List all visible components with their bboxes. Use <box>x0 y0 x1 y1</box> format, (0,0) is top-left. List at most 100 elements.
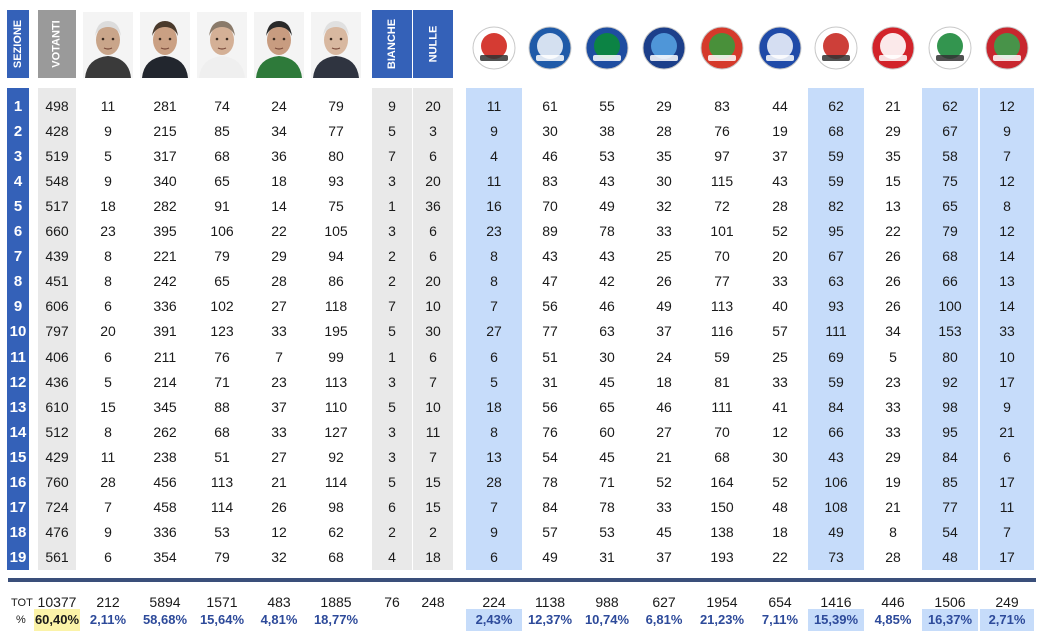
candidate-votes-cell: 32 <box>271 549 287 566</box>
list-votes-cell: 12 <box>772 423 788 440</box>
list-votes-cell: 54 <box>942 524 958 541</box>
bianche-cell: 3 <box>388 172 396 189</box>
candidate-total: 1571 <box>206 594 238 610</box>
list-votes-cell: 100 <box>938 298 962 315</box>
list-votes-cell: 84 <box>542 499 558 516</box>
list-votes-cell: 28 <box>486 474 502 490</box>
list-votes-cell: 73 <box>828 549 844 566</box>
section-number: 4 <box>13 172 23 190</box>
candidate-votes-cell: 127 <box>324 423 348 440</box>
candidate-votes-cell: 20 <box>100 323 116 340</box>
candidate-votes-cell: 11 <box>100 97 116 114</box>
candidate-portrait-2 <box>140 12 190 78</box>
list-votes-cell: 43 <box>599 172 615 189</box>
list-votes-cell: 84 <box>828 398 844 415</box>
candidate-votes-cell: 114 <box>324 474 348 490</box>
list-total: 1954 <box>706 594 738 610</box>
list-votes-cell: 28 <box>772 197 788 214</box>
tolentino-in-comune-logo-icon <box>871 26 915 70</box>
list-votes-cell: 78 <box>599 499 615 516</box>
candidate-total: 212 <box>96 594 120 610</box>
list-votes-cell: 18 <box>486 398 502 415</box>
candidate-votes-cell: 340 <box>153 172 177 189</box>
candidate-votes-cell: 23 <box>271 373 287 390</box>
section-number: 12 <box>9 373 27 391</box>
list-votes-cell: 8 <box>1003 197 1011 214</box>
list-total: 1138 <box>534 594 566 610</box>
bianche-cell: 3 <box>388 223 396 239</box>
list-votes-cell: 41 <box>772 398 788 415</box>
bianche-cell: 2 <box>388 524 396 541</box>
nulle-cell: 18 <box>425 549 441 566</box>
list-votes-cell: 49 <box>656 298 672 315</box>
candidate-votes-cell: 33 <box>271 423 287 440</box>
list-votes-cell: 61 <box>542 97 558 114</box>
list-votes-cell: 28 <box>656 122 672 139</box>
list-votes-cell: 57 <box>542 524 558 541</box>
list-votes-cell: 83 <box>714 97 730 114</box>
affluenza-percent: 60,40% <box>34 612 80 627</box>
list-votes-cell: 9 <box>490 122 498 139</box>
bianche-cell: 7 <box>388 298 396 315</box>
candidate-percent: 4,81% <box>260 612 298 627</box>
list-votes-cell: 8 <box>490 273 498 290</box>
candidate-votes-cell: 118 <box>324 298 348 315</box>
candidate-votes-cell: 79 <box>214 549 230 566</box>
list-votes-cell: 31 <box>542 373 558 390</box>
list-votes-cell: 19 <box>885 474 901 490</box>
list-votes-cell: 52 <box>772 474 788 490</box>
list-votes-cell: 29 <box>656 97 672 114</box>
candidate-votes-cell: 99 <box>328 348 344 365</box>
votanti-cell: 760 <box>45 474 69 490</box>
list-votes-cell: 33 <box>885 398 901 415</box>
percent-label: % <box>16 614 26 626</box>
candidate-votes-cell: 6 <box>104 348 112 365</box>
candidate-votes-cell: 68 <box>214 423 230 440</box>
candidate-votes-cell: 36 <box>271 147 287 164</box>
candidate-votes-cell: 8 <box>104 248 112 265</box>
list-percent: 21,23% <box>699 612 745 627</box>
list-votes-cell: 56 <box>542 398 558 415</box>
list-votes-cell: 7 <box>1003 147 1011 164</box>
list-percent: 12,37% <box>527 612 573 627</box>
candidate-votes-cell: 29 <box>271 248 287 265</box>
candidate-votes-cell: 92 <box>328 448 344 465</box>
candidate-votes-cell: 37 <box>271 398 287 415</box>
section-number: 15 <box>9 448 27 466</box>
list-total: 1416 <box>820 594 852 610</box>
section-number: 5 <box>13 197 23 215</box>
list-votes-cell: 68 <box>828 122 844 139</box>
candidate-votes-cell: 22 <box>271 223 287 239</box>
list-votes-cell: 95 <box>828 223 844 239</box>
forza-italia-logo-icon <box>585 26 629 70</box>
list-votes-cell: 65 <box>599 398 615 415</box>
votanti-cell: 439 <box>45 248 69 265</box>
votanti-cell: 610 <box>45 398 69 415</box>
nulle-cell: 20 <box>425 273 441 290</box>
candidate-votes-cell: 28 <box>100 474 116 490</box>
list-votes-cell: 28 <box>885 549 901 566</box>
list-votes-cell: 15 <box>885 172 901 189</box>
candidate-votes-cell: 12 <box>271 524 287 541</box>
candidate-votes-cell: 262 <box>153 423 177 440</box>
list-votes-cell: 13 <box>885 197 901 214</box>
candidate-4-avatar <box>254 12 304 78</box>
list-votes-cell: 193 <box>710 549 734 566</box>
candidate-votes-cell: 215 <box>153 122 177 139</box>
list-votes-cell: 97 <box>714 147 730 164</box>
candidate-votes-cell: 458 <box>153 499 177 516</box>
list-votes-cell: 84 <box>942 448 958 465</box>
votanti-cell: 436 <box>45 373 69 390</box>
list-votes-cell: 21 <box>999 423 1015 440</box>
section-number: 2 <box>13 122 23 140</box>
votanti-header-label: VOTANTI <box>51 20 63 68</box>
list-votes-cell: 22 <box>885 223 901 239</box>
list-votes-cell: 26 <box>885 273 901 290</box>
list-votes-cell: 17 <box>999 474 1015 490</box>
list-votes-cell: 43 <box>772 172 788 189</box>
list-votes-cell: 5 <box>490 373 498 390</box>
section-number: 1 <box>13 97 23 115</box>
list-votes-cell: 34 <box>885 323 901 340</box>
candidate-votes-cell: 391 <box>153 323 177 340</box>
list-votes-cell: 79 <box>942 223 958 239</box>
